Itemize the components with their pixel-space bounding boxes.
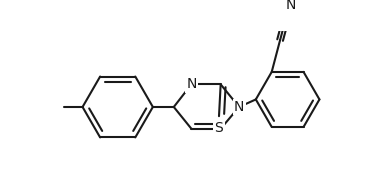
Text: N: N — [286, 0, 296, 12]
Text: N: N — [186, 77, 197, 91]
Text: N: N — [234, 100, 244, 114]
Text: S: S — [214, 121, 223, 135]
